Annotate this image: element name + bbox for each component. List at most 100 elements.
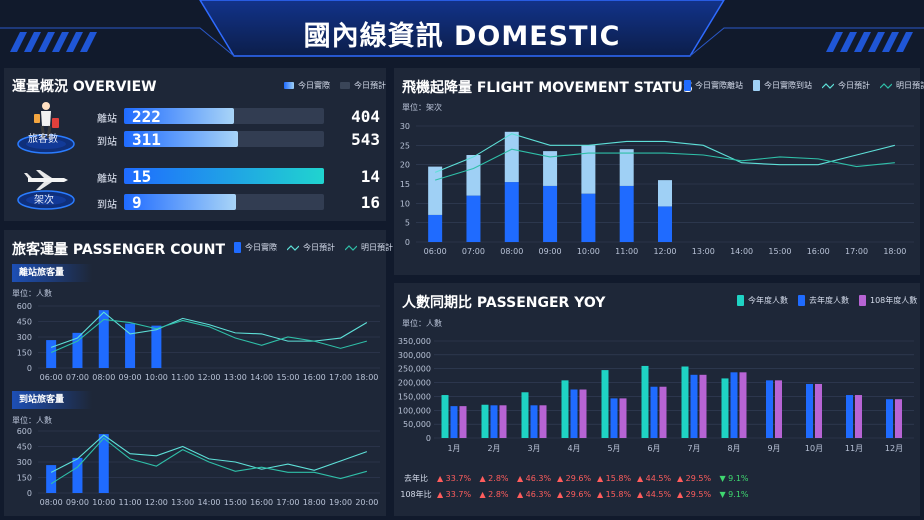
overview-bar-track: [124, 131, 324, 147]
overview-bar-track: [124, 194, 324, 210]
bar-actual: [72, 332, 83, 368]
x-tick-label: 6月: [647, 444, 660, 453]
bar-yoy: [650, 386, 658, 438]
bar-yoy: [806, 383, 813, 438]
yoy-ratio-108-year: ▲ 44.5%: [637, 490, 672, 499]
header-banner: [0, 0, 924, 62]
overview-row-label: 離站: [97, 114, 117, 125]
y-tick-label: 0: [27, 489, 32, 498]
bar-arrival: [504, 131, 519, 183]
x-tick-label: 06:00: [424, 247, 447, 256]
bar-yoy: [601, 370, 609, 438]
bar-actual: [72, 457, 83, 493]
flight-unit: 單位：架次: [402, 103, 442, 112]
y-tick-label: 10: [400, 199, 410, 208]
line-today-forecast: [434, 133, 895, 173]
bar-arrival: [619, 149, 634, 186]
x-tick-label: 10:00: [577, 247, 600, 256]
line-tomorrow-forecast: [50, 437, 367, 485]
yoy-row-label: 去年比: [404, 473, 428, 483]
x-tick-label: 09:00: [66, 498, 89, 507]
overview-actual-value: 222: [132, 107, 161, 126]
bar-departure: [428, 214, 443, 242]
bar-arrival: [658, 180, 672, 207]
y-tick-label: 300: [17, 333, 32, 342]
yoy-ratio-108-year: ▲ 2.8%: [479, 490, 508, 499]
group-label-flights: 架次: [34, 195, 54, 206]
y-tick-label: 150: [17, 474, 32, 483]
x-tick-label: 10:00: [145, 373, 168, 382]
x-tick-label: 10月: [805, 444, 823, 453]
x-tick-label: 17:00: [276, 498, 299, 507]
bar-yoy: [481, 404, 489, 438]
y-tick-label: 450: [17, 443, 32, 452]
overview-legend: 今日實際 今日預計: [284, 80, 386, 91]
x-tick-label: 12月: [885, 444, 903, 453]
yoy-ratio-last-year: ▼ 9.1%: [719, 474, 748, 483]
overview-panel: 運量概況 OVERVIEW 今日實際 今日預計 旅客數 架次 離站 222 404 到…: [4, 68, 386, 221]
overview-bar-fill: [124, 168, 324, 184]
x-tick-label: 13:00: [224, 373, 247, 382]
x-tick-label: 20:00: [355, 498, 378, 507]
y-tick-label: 5: [405, 219, 410, 228]
overview-forecast-value: 404: [351, 107, 380, 126]
bar-yoy: [521, 392, 529, 438]
y-tick-label: 30: [400, 122, 410, 131]
x-tick-label: 3月: [527, 444, 540, 453]
yoy-row-label: 108年比: [400, 489, 431, 499]
bar-yoy: [530, 405, 538, 438]
bar-departure: [619, 185, 634, 242]
overview-title: 運量概況 OVERVIEW: [12, 79, 157, 95]
overview-row-label: 到站: [97, 137, 117, 148]
yoy-legend: 今年度人數 去年度人數 108年度人數: [737, 295, 917, 306]
overview-forecast-value: 14: [360, 167, 380, 186]
legend-item-arrivals: 今日實際到站: [753, 80, 812, 91]
bar-departure: [543, 185, 558, 242]
x-tick-label: 15:00: [224, 498, 247, 507]
overview-bar-fill: [124, 131, 238, 147]
bar-actual: [46, 465, 57, 493]
legend-item-today-forecast: 今日預計: [287, 242, 335, 253]
x-tick-label: 11月: [845, 444, 863, 453]
yoy-ratio-108-year: ▲ 46.3%: [517, 490, 552, 499]
flight-panel: 飛機起降量 FLIGHT MOVEMENT STATUS 今日實際離站 今日實際…: [394, 68, 924, 275]
y-tick-label: 250,000: [398, 365, 431, 374]
overview-bar-fill: [124, 194, 236, 210]
bar-yoy: [610, 398, 618, 438]
x-tick-label: 7月: [687, 444, 700, 453]
bar-yoy: [539, 405, 547, 438]
bar-yoy: [459, 406, 467, 438]
y-tick-label: 600: [17, 302, 32, 311]
x-tick-label: 16:00: [807, 247, 830, 256]
x-tick-label: 09:00: [119, 373, 142, 382]
yoy-ratio-108-year: ▲ 15.8%: [597, 490, 632, 499]
bar-yoy: [681, 366, 689, 438]
yoy-ratio-last-year: ▲ 44.5%: [637, 474, 672, 483]
x-tick-label: 08:00: [500, 247, 523, 256]
bar-yoy: [659, 386, 667, 438]
bar-yoy: [619, 398, 627, 438]
airplane-icon: [17, 170, 75, 210]
arrival-unit: 單位：人數: [12, 416, 52, 425]
overview-bar-fill: [124, 108, 234, 124]
x-tick-label: 2月: [487, 444, 500, 453]
passenger-person-icon: [17, 102, 75, 154]
x-tick-label: 8月: [727, 444, 740, 453]
departure-unit: 單位：人數: [12, 289, 52, 298]
x-tick-label: 07:00: [66, 373, 89, 382]
departure-chart: 0 150 300 450 600 06:00 07:00 08:00 09:00 10:00 11…: [17, 302, 380, 382]
bar-yoy: [886, 399, 893, 438]
bar-yoy: [721, 378, 729, 438]
bar-arrival: [543, 151, 558, 186]
y-tick-label: 50,000: [403, 420, 431, 429]
x-tick-label: 10:00: [92, 498, 115, 507]
yoy-ratio-last-year: ▲ 33.7%: [437, 474, 472, 483]
y-tick-label: 200,000: [398, 379, 431, 388]
x-tick-label: 18:00: [883, 247, 906, 256]
line-tomorrow-forecast: [50, 318, 367, 354]
x-tick-label: 12:00: [145, 498, 168, 507]
bar-actual: [98, 434, 109, 493]
legend-item-last-year: 去年度人數: [798, 295, 849, 306]
bar-yoy: [450, 406, 458, 438]
y-tick-label: 150,000: [398, 392, 431, 401]
